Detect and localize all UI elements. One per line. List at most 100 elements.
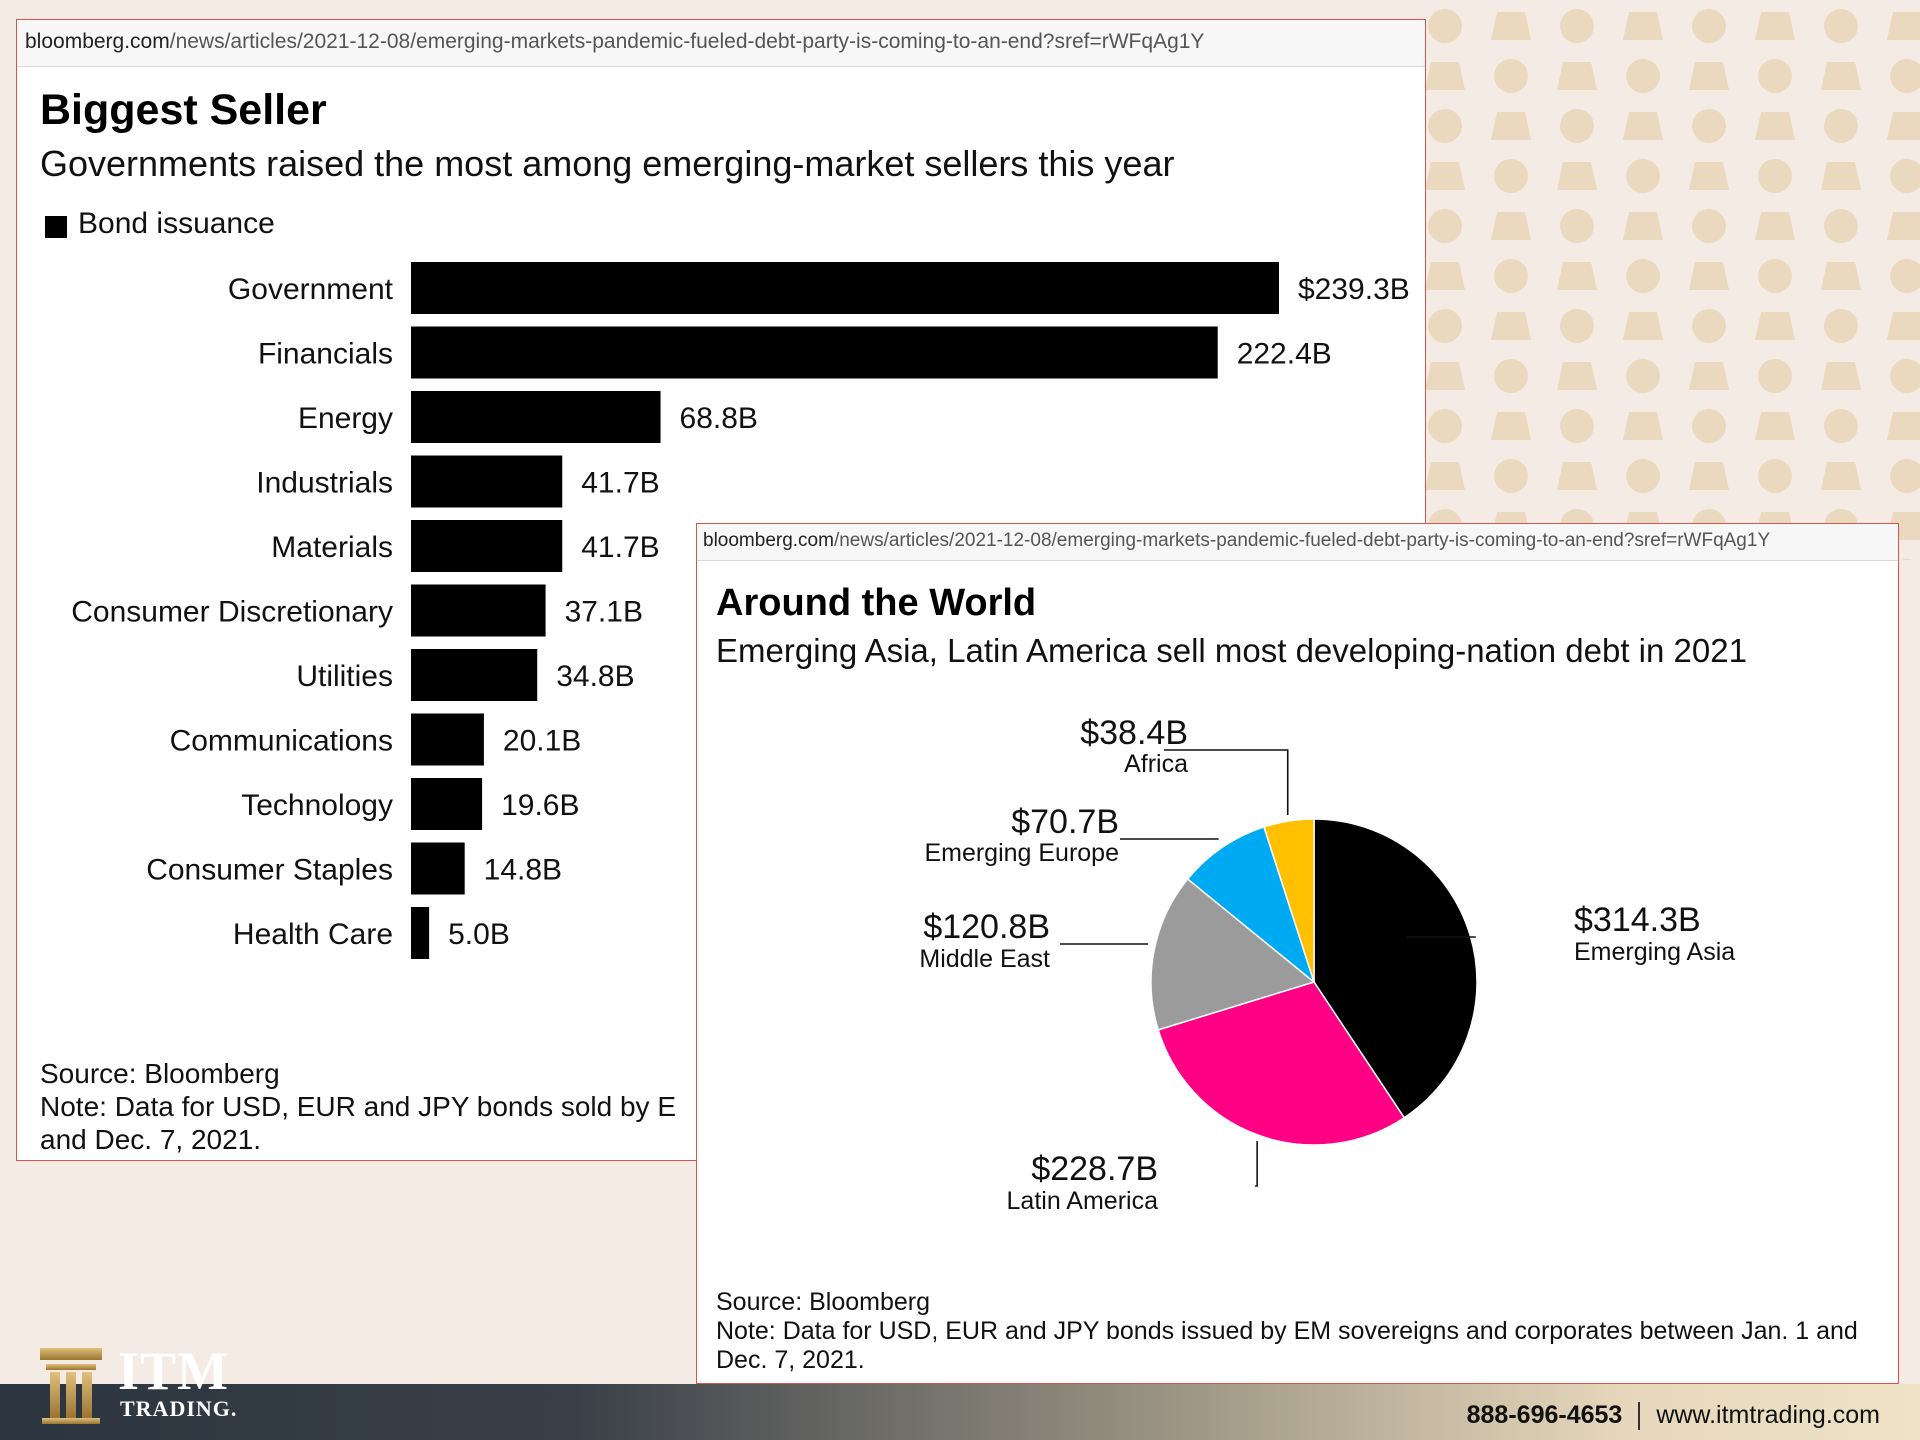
value-label: 222.4B [1237,338,1332,371]
pattern-bar [1887,112,1920,140]
pattern-bar [1491,412,1531,440]
value-label: 14.8B [484,854,562,887]
itm-logo: ITM TRADING. [38,1341,258,1426]
pie-slice [1157,981,1406,1146]
pattern-dot [1824,309,1858,343]
contact-info: 888-696-4653 www.itmtrading.com [1467,1401,1880,1430]
pattern-dot [1560,209,1594,243]
category-label: Utilities [296,660,393,693]
bar-chart-source: Source: Bloomberg [40,1058,280,1089]
pattern-dot [1428,109,1462,143]
bar-chart-note-line1: Note: Data for USD, EUR and JPY bonds so… [40,1091,677,1122]
pattern-dot [1758,459,1792,493]
category-label: Health Care [233,918,393,951]
pattern-bar [1491,312,1531,340]
pattern-dot [1824,209,1858,243]
bar [411,649,538,701]
bar [411,326,1218,379]
leader-line [1164,749,1289,816]
pie-slice [1262,818,1315,983]
bar [411,520,563,572]
pattern-dot [1824,109,1858,143]
pattern-bar [1557,362,1597,390]
pattern-bar [1887,312,1920,340]
bar-chart-title: Biggest Seller [40,86,327,134]
url-path: /news/articles/2021-12-08/emerging-marke… [169,30,1205,53]
category-label: Communications [170,725,393,758]
pattern-bar [1755,412,1795,440]
url-bar-pie[interactable]: bloomberg.com/news/articles/2021-12-08/e… [697,524,1898,561]
pattern-bar [1491,212,1531,240]
url-host-pie: bloomberg.com [703,530,834,551]
slice-name-label: Africa [1124,750,1188,778]
pie-chart-source: Source: Bloomberg [716,1288,931,1316]
value-label: 37.1B [565,596,643,629]
slice-name-label: Middle East [919,945,1050,973]
pattern-dot [1758,359,1792,393]
category-label: Energy [298,402,393,435]
pattern-bar [1689,162,1729,190]
pattern-dot [1560,9,1594,43]
contact-divider [1638,1402,1641,1430]
website-link[interactable]: www.itmtrading.com [1656,1400,1880,1429]
pattern-bar [1557,262,1597,290]
category-label: Consumer Staples [146,854,393,887]
background-pattern [1425,9,1920,560]
pattern-bar [1689,462,1729,490]
bar-chart-plot: Government $239.3B Financials 222.4B Energy 6… [71,262,1410,959]
pattern-bar [1689,362,1729,390]
pie-chart-title: Around the World [716,582,1037,624]
category-label: Materials [271,531,393,564]
pattern-dot [1428,209,1462,243]
pie-slice [1186,825,1316,985]
value-label: 34.8B [556,660,634,693]
footer-bar [0,1384,1920,1440]
slice-value-label: $70.7B [1011,803,1119,841]
pattern-dot [1560,109,1594,143]
pattern-dot [1824,409,1858,443]
pattern-bar [1821,162,1861,190]
pattern-dot [1494,459,1528,493]
pattern-dot [1692,109,1726,143]
pattern-bar [1755,12,1795,40]
logo-line1: ITM [118,1341,229,1401]
value-label: 41.7B [581,467,659,500]
pattern-dot [1824,9,1858,43]
pattern-dot [1901,559,1913,560]
pattern-bar [1623,412,1663,440]
pattern-bar [1623,212,1663,240]
pie-chart-card: bloomberg.com/news/articles/2021-12-08/e… [696,523,1899,1384]
value-label: 68.8B [680,402,758,435]
url-bar[interactable]: bloomberg.com/news/articles/2021-12-08/e… [17,20,1425,67]
url-host: bloomberg.com [25,30,170,53]
phone-number[interactable]: 888-696-4653 [1466,1400,1623,1429]
pattern-bar [1821,462,1861,490]
pattern-dot [1626,159,1660,193]
bar-chart-note-line2: and Dec. 7, 2021. [40,1124,262,1155]
pattern-dot [1758,259,1792,293]
pattern-dot [1428,409,1462,443]
pattern-bar [1887,212,1920,240]
slice-name-label: Emerging Europe [924,839,1119,867]
bar [411,713,484,766]
pattern-dot [1890,459,1920,493]
pattern-dot [1626,59,1660,93]
pattern-bar [1623,312,1663,340]
pattern-dot [1890,259,1920,293]
legend-label: Bond issuance [78,207,275,240]
pattern-bar [1623,12,1663,40]
pattern-dot [1692,309,1726,343]
pattern-dot [1494,59,1528,93]
pattern-bar [1425,262,1465,290]
leader-line [1255,1141,1258,1187]
pattern-dot [1758,159,1792,193]
pattern-dot [1428,309,1462,343]
pattern-bar [1491,12,1531,40]
pie-slice [1150,877,1316,1031]
pattern-dot [1692,9,1726,43]
bar [411,907,430,959]
pattern-bar [1821,262,1861,290]
pattern-dot [1692,409,1726,443]
value-label: $239.3B [1298,273,1410,306]
